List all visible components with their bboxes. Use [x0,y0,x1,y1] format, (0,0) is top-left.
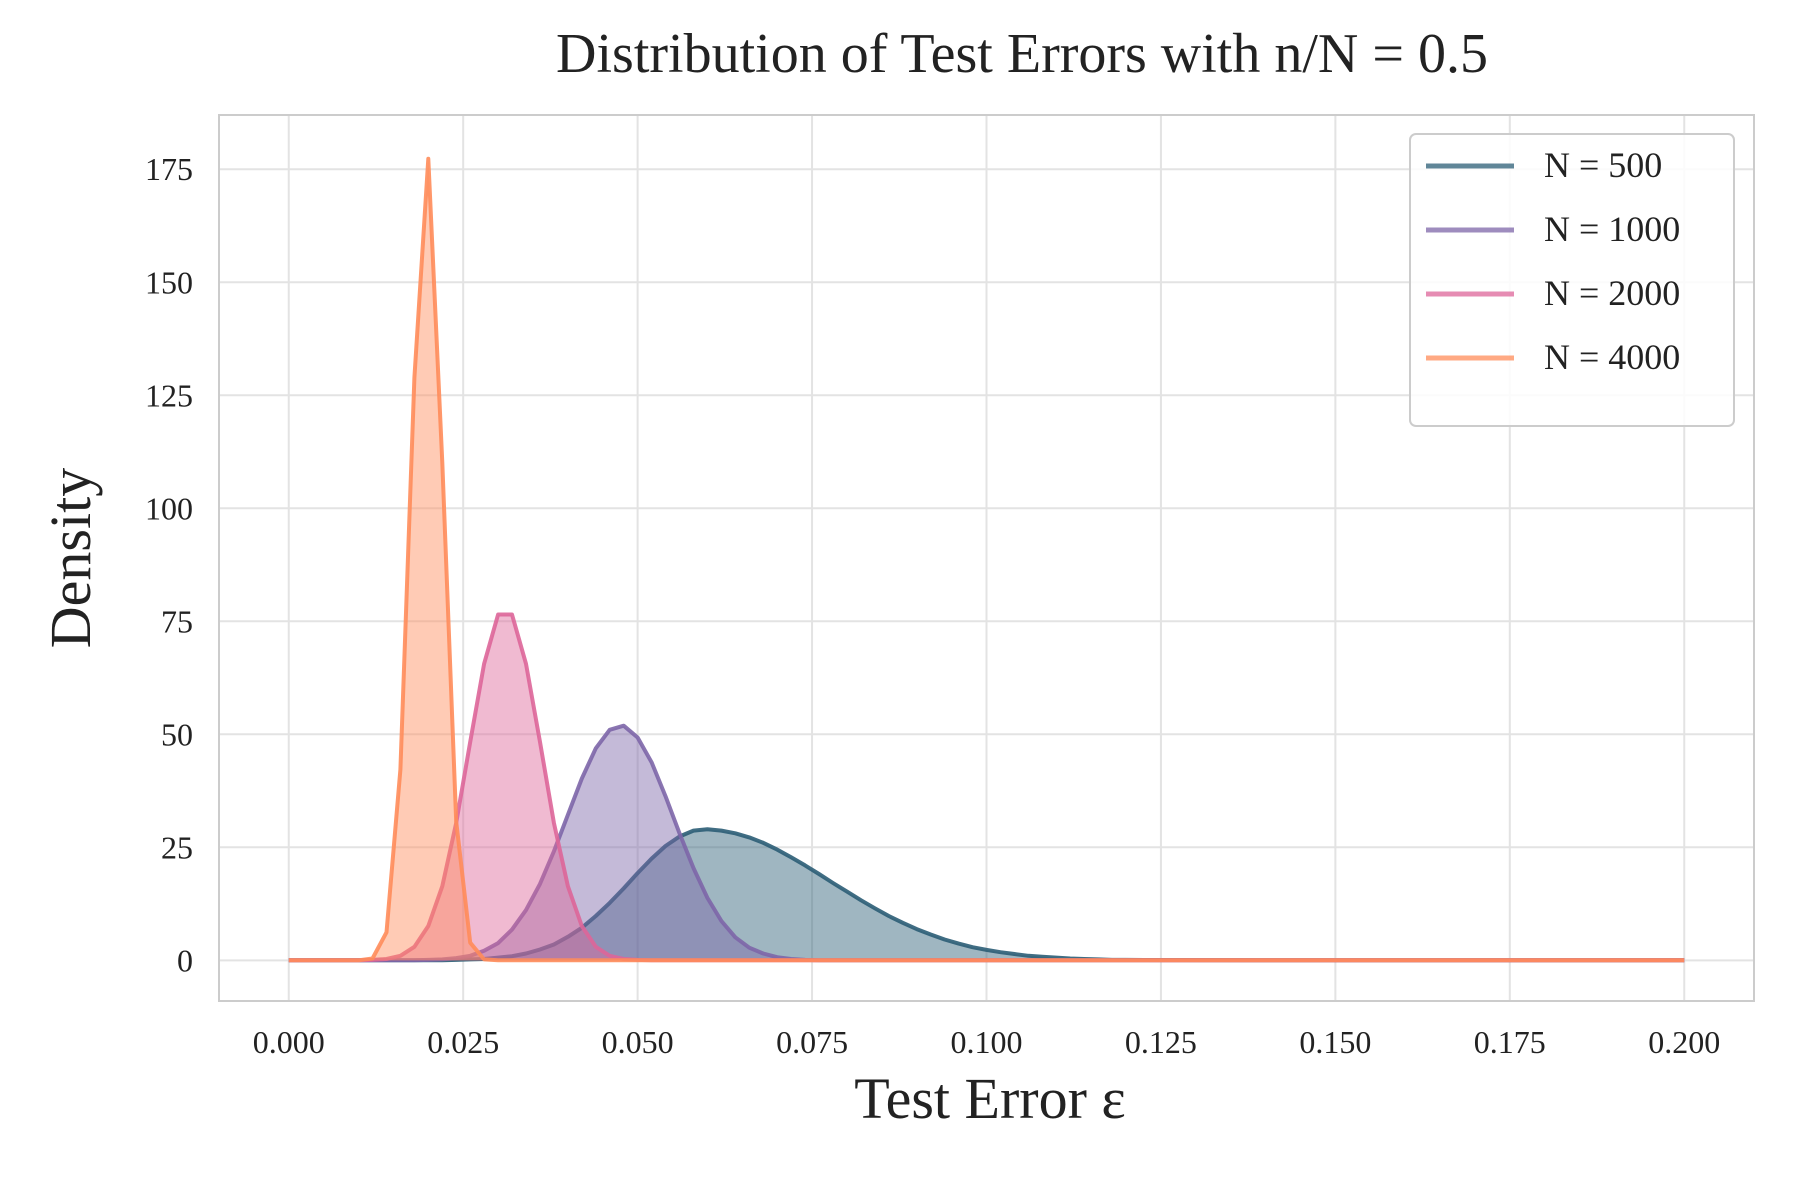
x-tick-label: 0.150 [1299,1024,1371,1060]
x-tick-label: 0.100 [951,1024,1023,1060]
density-area [288,158,1685,961]
legend-label: N = 1000 [1544,209,1680,249]
density-area [288,725,1685,961]
x-tick-label: 0.000 [253,1024,325,1060]
y-tick-label: 75 [161,603,193,639]
legend-label: N = 500 [1544,145,1662,185]
x-axis-label: Test Error ε [854,1066,1126,1131]
legend-label: N = 4000 [1544,337,1680,377]
x-tick-label: 0.125 [1125,1024,1197,1060]
y-tick-label: 175 [145,151,193,187]
legend-box [1409,133,1735,427]
density-area [288,829,1685,961]
x-tick-label: 0.050 [602,1024,674,1060]
y-tick-label: 100 [145,490,193,526]
legend-label: N = 2000 [1544,273,1680,313]
grid [219,115,1754,1001]
x-tick-label: 0.025 [427,1024,499,1060]
y-tick-label: 125 [145,377,193,413]
legend: N = 500 N = 1000 N = 2000 N = 4000 [1409,133,1735,427]
density-line [288,156,1685,963]
y-tick-label: 25 [161,829,193,865]
x-tick-label: 0.075 [776,1024,848,1060]
y-tick-label: 150 [145,264,193,300]
y-tick-label: 50 [161,716,193,752]
y-tick-label: 0 [177,942,193,978]
y-axis-label: Density [38,468,103,648]
x-tick-label: 0.175 [1474,1024,1546,1060]
x-tick-label: 0.200 [1648,1024,1720,1060]
chart-title: Distribution of Test Errors with n/N = 0… [556,23,1488,85]
plot-frame [218,114,1755,1002]
